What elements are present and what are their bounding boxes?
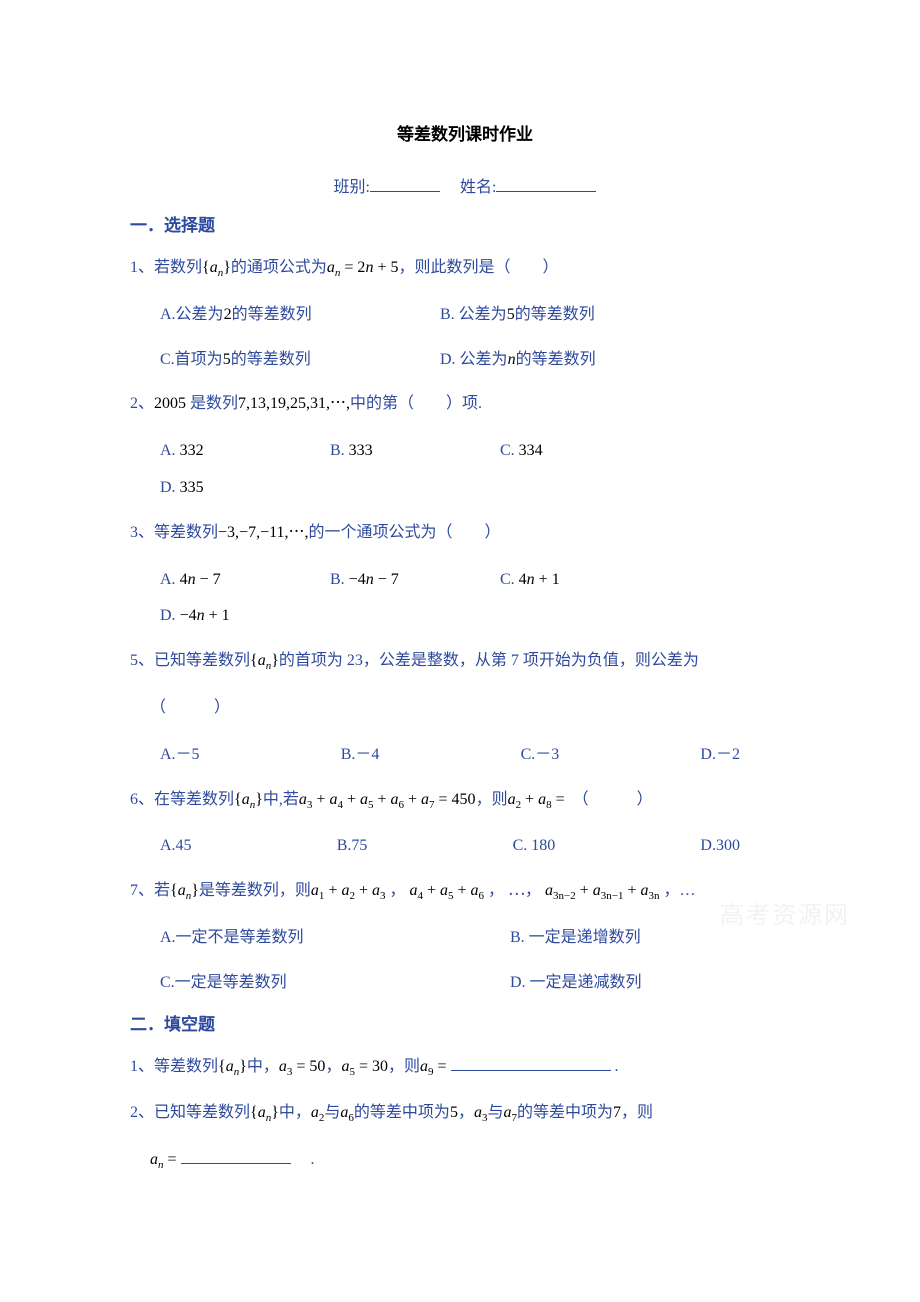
q1-mid: 的通项公式为 [231,259,327,276]
q1-opt-b[interactable]: B. 公差为5的等差数列 [440,297,595,334]
fill-1: 1、等差数列an中，a3 = 50，a5 = 30，则a9 = . [130,1049,800,1086]
q5-opt-c[interactable]: C.－3 [521,737,560,774]
header-fields: 班别: 姓名: [130,173,800,197]
q6-options: A.45 B.75 C. 180 D.300 [160,828,780,865]
q2-opt-b[interactable]: B. 333 [330,433,460,470]
fill-1-blank[interactable] [451,1070,611,1071]
q1-opt-a[interactable]: A.公差为2的等差数列 [160,297,400,334]
q1-options-1: A.公差为2的等差数列 B. 公差为5的等差数列 [160,297,800,334]
q7-opt-c[interactable]: C.一定是等差数列 [160,965,470,1002]
question-7: 7、若an是等差数列，则a1 + a2 + a3 ， a4 + a5 + a6 … [130,873,800,910]
question-5: 5、已知等差数列an的首项为 23，公差是整数，从第 7 项开始为负值，则公差为 [130,643,800,680]
question-3: 3、等差数列−3,−7,−11,⋯,的一个通项公式为（ ） [130,515,800,552]
q2-opt-a[interactable]: A. 332 [160,433,290,470]
q5-opt-b[interactable]: B.－4 [341,737,380,774]
fill-2: 2、已知等差数列an中，a2与a6的等差中项为5，a3与a7的等差中项为7，则 [130,1095,800,1132]
q2-prefix: 2、 [130,395,154,412]
q3-opt-b[interactable]: B. −4n − 7 [330,562,460,599]
q3-opt-a[interactable]: A. 4n − 7 [160,562,290,599]
q7-options-1: A.一定不是等差数列 B. 一定是递增数列 [160,920,800,957]
q6-opt-c[interactable]: C. 180 [513,828,556,865]
q5-options: A.－5 B.－4 C.－3 D.－2 [160,737,780,774]
class-label: 班别: [334,179,370,196]
q7-opt-b[interactable]: B. 一定是递增数列 [510,920,641,957]
q7-options-2: C.一定是等差数列 D. 一定是递减数列 [160,965,800,1002]
q5-opt-d[interactable]: D.－2 [700,737,740,774]
q2-opt-c[interactable]: C. 334 [500,433,630,470]
q2-options: A. 332 B. 333 C. 334 D. 335 [160,433,800,507]
q1-suffix: ，则此数列是（ ） [398,259,558,276]
fill-2-blank[interactable] [181,1163,291,1164]
q3-options: A. 4n − 7 B. −4n − 7 C. 4n + 1 D. −4n + … [160,562,800,636]
fill-2-line2: an = . [150,1142,800,1179]
q5-bracket: （ ） [150,690,800,727]
q7-opt-d[interactable]: D. 一定是递减数列 [510,965,642,1002]
section-choice: 一．选择题 [130,211,800,236]
q1-opt-d[interactable]: D. 公差为n的等差数列 [440,342,596,379]
question-6: 6、在等差数列an中,若a3 + a4 + a5 + a6 + a7 = 450… [130,782,800,819]
question-1: 1、若数列an的通项公式为an = 2n + 5，则此数列是（ ） [130,250,800,287]
q6-opt-d[interactable]: D.300 [700,828,740,865]
q6-opt-a[interactable]: A.45 [160,828,192,865]
q1-opt-c[interactable]: C.首项为5的等差数列 [160,342,400,379]
name-label: 姓名: [460,179,496,196]
q3-opt-d[interactable]: D. −4n + 1 [160,598,290,635]
q1-prefix: 1、若数列 [130,259,202,276]
class-blank[interactable] [370,175,440,192]
q5-opt-a[interactable]: A.－5 [160,737,200,774]
question-2: 2、2005 是数列7,13,19,25,31,⋯,中的第（ ）项. [130,386,800,423]
q1-options-2: C.首项为5的等差数列 D. 公差为n的等差数列 [160,342,800,379]
page-title: 等差数列课时作业 [130,120,800,145]
name-blank[interactable] [496,175,596,192]
q7-opt-a[interactable]: A.一定不是等差数列 [160,920,470,957]
q3-opt-c[interactable]: C. 4n + 1 [500,562,630,599]
section-fill: 二．填空题 [130,1010,800,1035]
q2-opt-d[interactable]: D. 335 [160,470,290,507]
q6-opt-b[interactable]: B.75 [337,828,368,865]
